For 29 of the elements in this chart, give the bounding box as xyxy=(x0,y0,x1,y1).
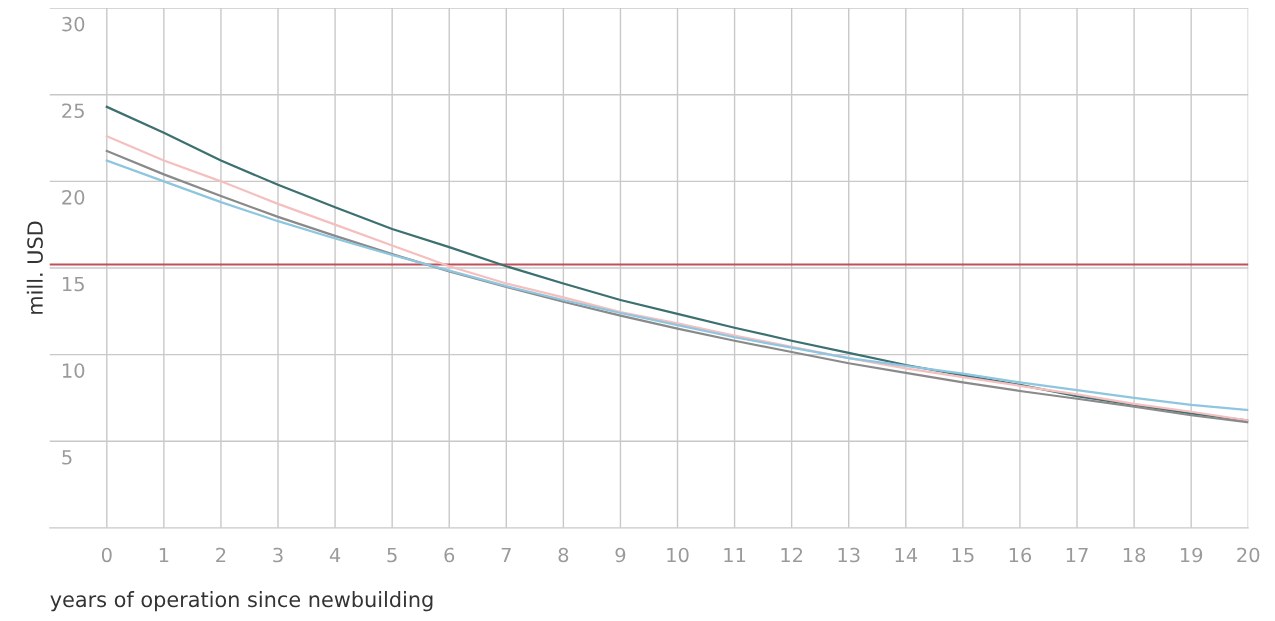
y-tick-label: 5 xyxy=(62,450,72,465)
x-tick-label: 14 xyxy=(895,547,918,563)
x-tick-label: 2 xyxy=(216,547,226,563)
y-tick-label: 10 xyxy=(62,363,85,378)
x-tick-label: 3 xyxy=(273,547,283,563)
x-tick-label: 4 xyxy=(329,547,341,563)
x-tick-label: 13 xyxy=(838,547,860,563)
y-tick-label: 15 xyxy=(62,276,84,292)
x-tick-label: 19 xyxy=(1180,547,1203,563)
x-tick-label: 1 xyxy=(159,547,169,563)
x-tick-label: 15 xyxy=(952,547,974,563)
x-tick-label: 7 xyxy=(501,547,511,563)
x-tick-label: 9 xyxy=(615,547,626,563)
x-tick-label: 10 xyxy=(667,547,689,563)
x-tick-label: 16 xyxy=(1009,547,1032,563)
x-tick-label: 17 xyxy=(1066,547,1088,563)
x-tick-label: 0 xyxy=(101,547,112,563)
x-tick-label: 11 xyxy=(724,547,746,563)
x-tick-label: 8 xyxy=(558,547,569,563)
x-tick-label: 20 xyxy=(1237,547,1260,563)
y-tick-label: 30 xyxy=(62,16,85,32)
x-tick-label: 5 xyxy=(387,547,397,563)
y-tick-label: 25 xyxy=(62,103,84,119)
x-tick-label: 12 xyxy=(781,547,803,563)
x-tick-label: 6 xyxy=(444,547,455,563)
y-axis-title: mill. USD xyxy=(26,221,43,314)
x-tick-label: 18 xyxy=(1123,547,1146,563)
y-tick-label: 20 xyxy=(62,190,85,205)
x-axis-title: years of operation since newbuilding xyxy=(50,591,433,612)
